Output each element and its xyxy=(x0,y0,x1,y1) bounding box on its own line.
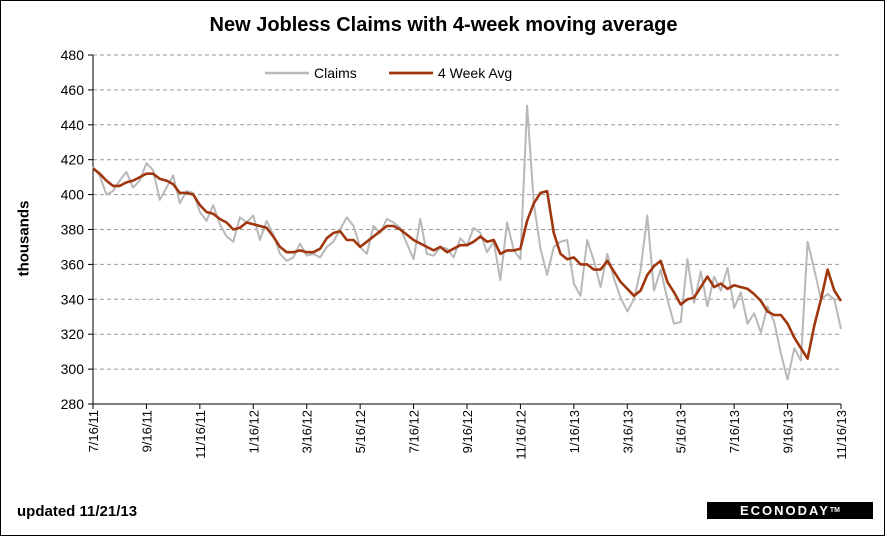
x-tick-label: 1/16/12 xyxy=(246,410,261,453)
y-tick-label: 320 xyxy=(61,326,85,342)
y-tick-label: 400 xyxy=(61,187,85,203)
legend-label: 4 Week Avg xyxy=(438,65,512,81)
x-tick-label: 9/16/13 xyxy=(781,410,796,453)
x-tick-label: 7/16/13 xyxy=(727,410,742,453)
logo-text: ECONODAY xyxy=(739,503,830,518)
x-tick-label: 1/16/13 xyxy=(567,410,582,453)
logo-trademark: TM xyxy=(829,507,841,514)
x-tick-label: 3/16/13 xyxy=(620,410,635,453)
y-tick-label: 360 xyxy=(61,256,85,272)
x-tick-label: 11/16/13 xyxy=(834,410,849,460)
x-tick-label: 7/16/12 xyxy=(407,410,422,453)
x-tick-label: 5/16/13 xyxy=(674,410,689,453)
y-tick-label: 460 xyxy=(61,82,85,98)
x-tick-label: 11/16/11 xyxy=(193,410,208,459)
y-tick-label: 440 xyxy=(61,117,85,133)
y-tick-label: 380 xyxy=(61,222,85,238)
y-tick-label: 480 xyxy=(61,47,85,63)
x-tick-label: 9/16/12 xyxy=(460,410,475,453)
x-tick-label: 7/16/11 xyxy=(86,410,101,452)
x-tick-label: 9/16/11 xyxy=(139,410,154,452)
y-tick-label: 340 xyxy=(61,291,85,307)
x-tick-label: 5/16/12 xyxy=(353,410,368,453)
y-axis-label: thousands xyxy=(15,200,33,276)
x-tick-label: 3/16/12 xyxy=(300,410,315,453)
legend-label: Claims xyxy=(314,65,357,81)
econoday-logo: ECONODAYTM xyxy=(707,502,873,519)
series-line-claims xyxy=(92,104,842,381)
chart-title: New Jobless Claims with 4-week moving av… xyxy=(209,14,678,36)
y-tick-label: 420 xyxy=(61,152,85,168)
y-tick-label: 280 xyxy=(61,396,85,412)
updated-date: updated 11/21/13 xyxy=(17,503,138,520)
y-tick-label: 300 xyxy=(61,361,85,377)
series-line-4-week-avg xyxy=(92,167,843,360)
x-tick-label: 11/16/12 xyxy=(513,410,528,460)
